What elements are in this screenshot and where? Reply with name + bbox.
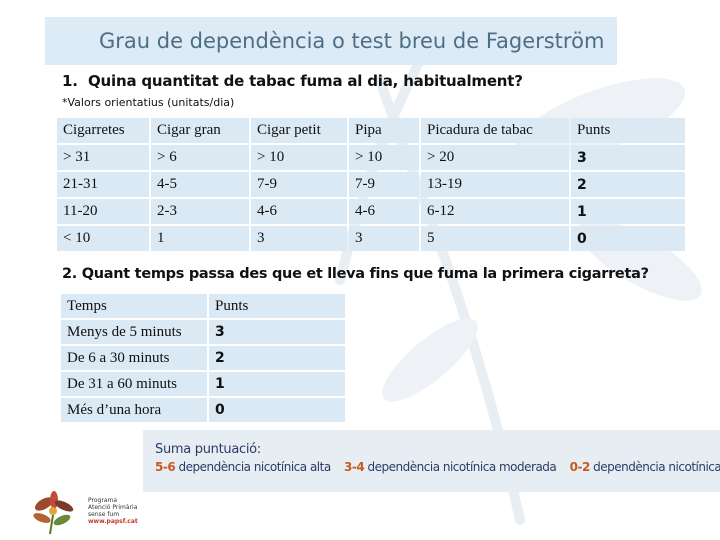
table-cell: 6-12 xyxy=(421,199,569,224)
table-cell: De 31 a 60 minuts xyxy=(61,372,207,396)
table-cell: 7-9 xyxy=(251,172,347,197)
table-row: Més d’una hora 0 xyxy=(61,398,345,422)
table-cell: 2-3 xyxy=(151,199,249,224)
table-cell: 13-19 xyxy=(421,172,569,197)
table-row: 11-20 2-3 4-6 4-6 6-12 1 xyxy=(57,199,685,224)
table-row: Menys de 5 minuts 3 xyxy=(61,320,345,344)
summary-title: Suma puntuació: xyxy=(155,442,261,457)
header-cigar-gran: Cigar gran xyxy=(151,118,249,143)
points-cell: 2 xyxy=(571,172,685,197)
table-cell: > 6 xyxy=(151,145,249,170)
table-cell: 3 xyxy=(251,226,347,251)
summary-legend: 5-6 dependència nicotínica alta 3-4 depe… xyxy=(155,460,720,474)
table-cell: 1 xyxy=(151,226,249,251)
tobacco-quantity-table: Cigarretes Cigar gran Cigar petit Pipa P… xyxy=(55,116,687,253)
points-cell: 1 xyxy=(571,199,685,224)
points-cell: 0 xyxy=(571,226,685,251)
table-cell: 4-5 xyxy=(151,172,249,197)
table-cell: > 10 xyxy=(251,145,347,170)
flower-logo-icon xyxy=(33,491,74,535)
page-title: Grau de dependència o test breu de Fager… xyxy=(45,17,617,65)
points-cell: 0 xyxy=(209,398,345,422)
header-cigar-petit: Cigar petit xyxy=(251,118,347,143)
table-row: > 31 > 6 > 10 > 10 > 20 3 xyxy=(57,145,685,170)
summary-label-high: dependència nicotínica alta xyxy=(178,460,332,474)
table-cell: 7-9 xyxy=(349,172,419,197)
points-cell: 1 xyxy=(209,372,345,396)
table-cell: < 10 xyxy=(57,226,149,251)
table-row: De 6 a 30 minuts 2 xyxy=(61,346,345,370)
table-cell: 5 xyxy=(421,226,569,251)
score-summary: Suma puntuació: 5-6 dependència nicotíni… xyxy=(143,430,720,492)
points-cell: 3 xyxy=(209,320,345,344)
table-cell: 3 xyxy=(349,226,419,251)
table-cell: 4-6 xyxy=(251,199,347,224)
header-temps: Temps xyxy=(61,294,207,318)
table-row: De 31 a 60 minuts 1 xyxy=(61,372,345,396)
table-row: 21-31 4-5 7-9 7-9 13-19 2 xyxy=(57,172,685,197)
logo-line-2: Atenció Primària xyxy=(88,504,138,511)
header-punts: Punts xyxy=(571,118,685,143)
points-cell: 3 xyxy=(571,145,685,170)
table-header-row: Temps Punts xyxy=(61,294,345,318)
header-punts: Punts xyxy=(209,294,345,318)
table-header-row: Cigarretes Cigar gran Cigar petit Pipa P… xyxy=(57,118,685,143)
summary-label-low: dependència nicotínica baixa xyxy=(593,460,720,474)
table-row: < 10 1 3 3 5 0 xyxy=(57,226,685,251)
table-cell: > 10 xyxy=(349,145,419,170)
table-cell: 11-20 xyxy=(57,199,149,224)
table-cell: 4-6 xyxy=(349,199,419,224)
page-title-text: Grau de dependència o test breu de Fager… xyxy=(99,29,605,53)
question-1-number: 1. xyxy=(62,72,78,90)
logo-text: Programa Atenció Primària sense fum www.… xyxy=(88,497,138,525)
table-cell: > 20 xyxy=(421,145,569,170)
header-pipa: Pipa xyxy=(349,118,419,143)
table-cell: De 6 a 30 minuts xyxy=(61,346,207,370)
header-cigarretes: Cigarretes xyxy=(57,118,149,143)
question-1: 1. Quina quantitat de tabac fuma al dia, … xyxy=(62,72,523,90)
question-1-note: *Valors orientatius (unitats/dia) xyxy=(62,96,235,109)
summary-score-low: 0-2 xyxy=(569,460,591,474)
logo-url: www.papsf.cat xyxy=(88,518,138,525)
points-cell: 2 xyxy=(209,346,345,370)
first-cigarette-table: Temps Punts Menys de 5 minuts 3 De 6 a 3… xyxy=(59,292,347,424)
summary-score-moderate: 3-4 xyxy=(344,460,365,474)
logo-line-3: sense fum xyxy=(88,511,120,518)
summary-label-moderate: dependència nicotínica moderada xyxy=(367,460,557,474)
table-cell: 21-31 xyxy=(57,172,149,197)
table-cell: Més d’una hora xyxy=(61,398,207,422)
summary-score-high: 5-6 xyxy=(155,460,176,474)
table-cell: > 31 xyxy=(57,145,149,170)
question-2: 2. Quant temps passa des que et lleva fi… xyxy=(62,266,649,282)
header-picadura: Picadura de tabac xyxy=(421,118,569,143)
program-logo: Programa Atenció Primària sense fum www.… xyxy=(30,486,160,536)
logo-line-1: Programa xyxy=(88,497,117,504)
question-1-text: Quina quantitat de tabac fuma al dia, ha… xyxy=(88,72,523,90)
table-cell: Menys de 5 minuts xyxy=(61,320,207,344)
